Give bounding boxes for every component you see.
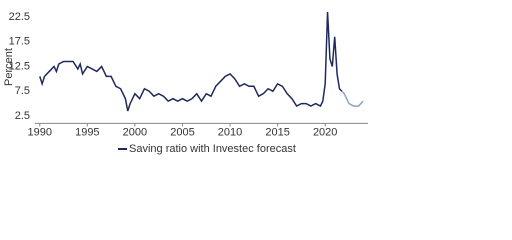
y-tick-label: 7.5 xyxy=(15,85,30,97)
x-tick-label: 1990 xyxy=(28,126,52,138)
x-tick-label: 2005 xyxy=(170,126,194,138)
series-line xyxy=(39,11,343,112)
legend-label: Saving ratio with Investec forecast xyxy=(129,143,296,155)
x-tick-label: 2000 xyxy=(123,126,147,138)
y-tick-label: 22.5 xyxy=(9,11,30,23)
x-tick-label: 2020 xyxy=(313,126,337,138)
x-tick-label: 1995 xyxy=(75,126,99,138)
y-tick-label: 17.5 xyxy=(9,36,30,48)
y-axis-label: Percent xyxy=(3,48,15,86)
page: Percent 2.5 7.5 12.5 17.5 22.5 1990 1995 2000 20… xyxy=(2,10,368,155)
chart: Percent 2.5 7.5 12.5 17.5 22.5 1990 1995 2000 20… xyxy=(3,11,368,155)
y-tick-label: 2.5 xyxy=(15,110,30,122)
series-line xyxy=(341,90,364,107)
x-tick-label: 2010 xyxy=(218,126,242,138)
x-tick-label: 2015 xyxy=(265,126,289,138)
y-tick-label: 12.5 xyxy=(9,60,30,72)
